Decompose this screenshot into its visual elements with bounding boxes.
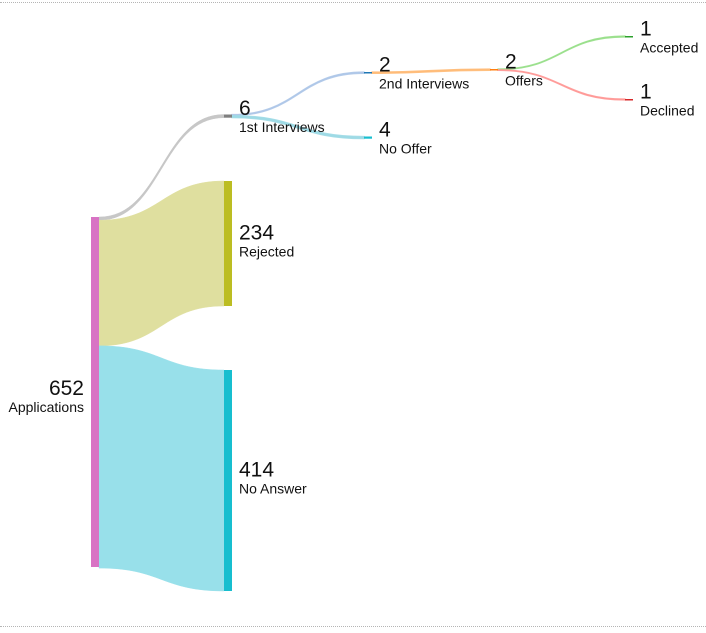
node-no-answer-value: 414 <box>239 459 274 482</box>
node-declined-value: 1 <box>640 81 652 104</box>
link-applications-to-rejected <box>98 180 225 347</box>
node-rejected <box>224 181 232 306</box>
node-accepted-label: Accepted <box>640 40 698 56</box>
node-offers-label: Offers <box>505 73 543 89</box>
node-accepted-value: 1 <box>640 18 652 41</box>
sankey-links <box>98 35 626 592</box>
link-first-interviews-to-second-interviews <box>231 71 365 117</box>
node-no-offer-label: No Offer <box>379 141 432 157</box>
node-declined <box>625 99 633 101</box>
node-first-interviews-value: 6 <box>239 97 251 120</box>
node-offers <box>490 69 498 71</box>
node-applications-label: Applications <box>9 399 85 415</box>
node-rejected-label: Rejected <box>239 244 294 260</box>
node-no-offer-value: 4 <box>379 119 391 142</box>
frame-bottom-border <box>0 626 706 627</box>
node-first-interviews-label: 1st Interviews <box>239 119 325 135</box>
node-applications-value: 652 <box>49 377 84 400</box>
node-applications <box>91 217 99 567</box>
node-first-interviews <box>224 114 232 118</box>
node-offers-value: 2 <box>505 51 517 74</box>
node-second-interviews-label: 2nd Interviews <box>379 76 469 92</box>
node-second-interviews <box>364 72 372 74</box>
node-no-answer-label: No Answer <box>239 481 307 497</box>
sankey-nodes <box>91 36 633 591</box>
node-accepted <box>625 36 633 38</box>
node-rejected-value: 234 <box>239 222 274 245</box>
link-applications-to-no-answer <box>98 345 225 592</box>
node-no-offer <box>364 136 372 139</box>
node-no-answer <box>224 370 232 591</box>
link-offers-to-accepted <box>497 35 626 71</box>
frame-top-border <box>0 2 706 3</box>
node-second-interviews-value: 2 <box>379 54 391 77</box>
node-declined-label: Declined <box>640 103 694 119</box>
